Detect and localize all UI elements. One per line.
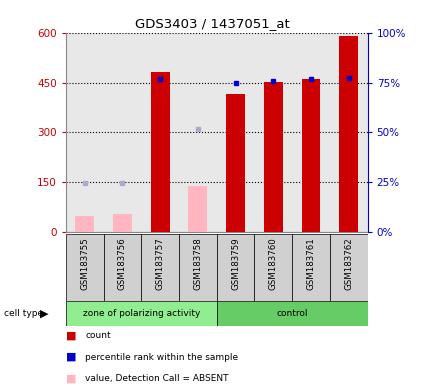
Text: GSM183758: GSM183758 bbox=[193, 238, 202, 290]
Text: ■: ■ bbox=[66, 352, 76, 362]
Text: ▶: ▶ bbox=[40, 309, 49, 319]
Bar bbox=[339, 36, 358, 232]
Text: GSM183757: GSM183757 bbox=[156, 238, 164, 290]
Bar bbox=[66, 301, 217, 326]
Bar bbox=[141, 234, 179, 301]
Bar bbox=[217, 234, 255, 301]
Bar bbox=[217, 301, 368, 326]
Text: percentile rank within the sample: percentile rank within the sample bbox=[85, 353, 238, 362]
Bar bbox=[75, 216, 94, 232]
Bar bbox=[104, 234, 141, 301]
Text: zone of polarizing activity: zone of polarizing activity bbox=[82, 310, 200, 318]
Text: ■: ■ bbox=[66, 373, 76, 383]
Text: GSM183759: GSM183759 bbox=[231, 238, 240, 290]
Text: GSM183760: GSM183760 bbox=[269, 238, 278, 290]
Text: count: count bbox=[85, 331, 110, 341]
Bar bbox=[188, 186, 207, 232]
Bar bbox=[113, 214, 132, 232]
Text: value, Detection Call = ABSENT: value, Detection Call = ABSENT bbox=[85, 374, 229, 383]
Text: GSM183756: GSM183756 bbox=[118, 238, 127, 290]
Bar bbox=[226, 94, 245, 232]
Bar bbox=[179, 234, 217, 301]
Text: ■: ■ bbox=[66, 331, 76, 341]
Text: cell type: cell type bbox=[4, 310, 43, 318]
Bar bbox=[292, 234, 330, 301]
Text: GSM183761: GSM183761 bbox=[306, 238, 315, 290]
Text: control: control bbox=[276, 310, 308, 318]
Bar bbox=[330, 234, 368, 301]
Text: GSM183755: GSM183755 bbox=[80, 238, 89, 290]
Bar bbox=[151, 72, 170, 232]
Bar bbox=[66, 234, 104, 301]
Bar bbox=[264, 81, 283, 232]
Text: GDS3403 / 1437051_at: GDS3403 / 1437051_at bbox=[135, 17, 290, 30]
Text: GSM183762: GSM183762 bbox=[344, 238, 353, 290]
Bar bbox=[255, 234, 292, 301]
Bar bbox=[302, 79, 320, 232]
